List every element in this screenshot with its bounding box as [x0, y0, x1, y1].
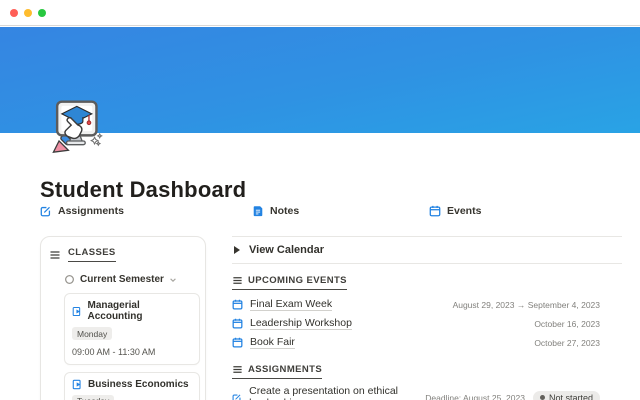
triangle-right-icon — [234, 246, 240, 254]
event-row[interactable]: Final Exam Week August 29, 2023 → Septem… — [232, 297, 622, 312]
status-dot-icon — [539, 395, 545, 400]
note-icon — [253, 206, 263, 217]
semester-filter[interactable]: Current Semester — [64, 274, 197, 285]
events-list: Final Exam Week August 29, 2023 → Septem… — [232, 297, 622, 350]
classes-panel: CLASSES Current Semester Managerial Acco… — [40, 236, 206, 400]
quick-links: Assignments Notes Events — [40, 205, 481, 217]
class-card[interactable]: Managerial Accounting Monday 09:00 AM - … — [64, 293, 200, 365]
edit-icon — [40, 206, 51, 217]
link-label: Events — [447, 205, 482, 217]
event-row[interactable]: Book Fair October 27, 2023 — [232, 335, 622, 350]
view-calendar-toggle[interactable]: View Calendar — [232, 237, 622, 263]
page-icon[interactable] — [45, 98, 103, 154]
cover-banner[interactable] — [0, 27, 640, 133]
zoom-window-button[interactable] — [38, 8, 46, 17]
window-titlebar — [0, 0, 640, 26]
link-notes[interactable]: Notes — [252, 205, 429, 217]
calendar-icon — [232, 337, 243, 348]
link-assignments[interactable]: Assignments — [40, 205, 252, 217]
status-badge[interactable]: Not started — [532, 390, 600, 400]
event-title[interactable]: Leadership Workshop — [250, 316, 352, 331]
upcoming-events-label: UPCOMING EVENTS — [248, 275, 347, 286]
status-label: Not started — [548, 392, 593, 400]
assignment-title[interactable]: Create a presentation on ethical leaders… — [249, 385, 418, 400]
event-row[interactable]: Leadership Workshop October 16, 2023 — [232, 316, 622, 331]
page-title: Student Dashboard — [40, 177, 247, 202]
event-date: October 16, 2023 — [534, 318, 600, 329]
calendar-icon — [232, 318, 243, 329]
circle-icon — [65, 275, 74, 284]
view-calendar-label: View Calendar — [249, 244, 324, 256]
calendar-icon — [232, 299, 243, 310]
class-title: Business Economics — [88, 378, 189, 390]
link-events[interactable]: Events — [429, 205, 481, 217]
divider — [232, 263, 622, 264]
minimize-window-button[interactable] — [24, 8, 32, 17]
semester-filter-label: Current Semester — [80, 274, 164, 285]
assignment-row[interactable]: Create a presentation on ethical leaders… — [232, 385, 622, 400]
assignments-tab[interactable]: ASSIGNMENTS — [232, 364, 323, 379]
link-label: Notes — [270, 205, 300, 217]
event-date: October 27, 2023 — [534, 337, 600, 348]
right-column: View Calendar UPCOMING EVENTS Final Exam… — [232, 236, 622, 400]
class-card[interactable]: Business Economics Tuesday 10:00 - 11:00… — [64, 371, 200, 400]
list-icon — [233, 366, 242, 373]
classes-header: CLASSES — [49, 245, 197, 262]
edit-icon — [232, 394, 241, 400]
event-title[interactable]: Book Fair — [250, 335, 295, 350]
upcoming-events-header: UPCOMING EVENTS — [232, 273, 622, 291]
monitor-graduation-cap-illustration — [52, 100, 103, 153]
class-day-badge: Tuesday — [72, 394, 115, 400]
event-date: August 29, 2023 → September 4, 2023 — [452, 299, 600, 310]
list-icon[interactable] — [49, 249, 61, 261]
class-day-badge: Monday — [72, 327, 113, 340]
calendar-icon — [429, 205, 441, 217]
class-title: Managerial Accounting — [87, 300, 143, 322]
chevron-down-icon — [170, 277, 176, 282]
divider — [232, 236, 622, 237]
page-arrow-icon — [72, 379, 81, 389]
assignments-header: ASSIGNMENTS — [232, 362, 622, 380]
close-window-button[interactable] — [10, 8, 18, 17]
assignment-deadline: Deadline: August 25, 2023 — [425, 392, 525, 400]
assignments-label: ASSIGNMENTS — [248, 364, 323, 375]
class-time: 09:00 AM - 11:30 AM — [72, 346, 156, 357]
classes-header-label[interactable]: CLASSES — [68, 247, 116, 258]
list-icon — [233, 277, 242, 284]
event-title[interactable]: Final Exam Week — [250, 297, 333, 312]
link-label: Assignments — [58, 205, 124, 217]
upcoming-events-tab[interactable]: UPCOMING EVENTS — [232, 275, 347, 290]
page-arrow-icon — [72, 306, 81, 316]
